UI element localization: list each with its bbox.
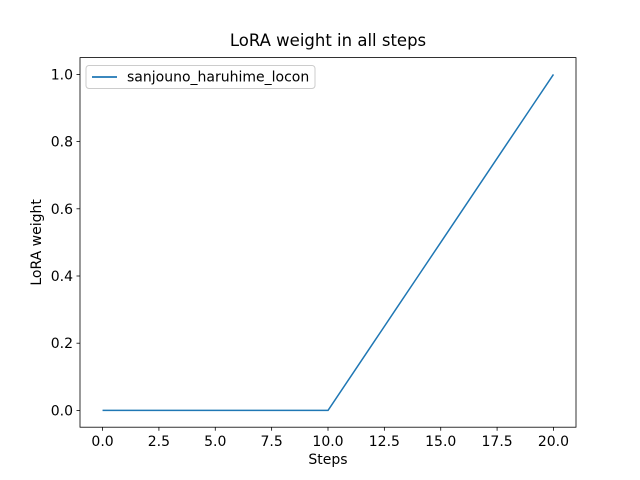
y-tick-label: 0.0 bbox=[51, 403, 73, 419]
chart-title: LoRA weight in all steps bbox=[230, 31, 426, 50]
x-tick-label: 2.5 bbox=[148, 434, 170, 450]
y-tick-label: 0.8 bbox=[51, 135, 73, 151]
axes-frame bbox=[79, 57, 577, 428]
series-line bbox=[102, 73, 555, 412]
x-tick-label: 5.0 bbox=[204, 434, 226, 450]
x-tick-label: 0.0 bbox=[91, 434, 113, 450]
y-axis-label: LoRA weight bbox=[29, 199, 45, 286]
y-tick-label: 0.6 bbox=[51, 202, 73, 218]
y-axis: 0.0 0.2 0.4 0.6 0.8 1.0 bbox=[51, 67, 80, 419]
x-tick-label: 10.0 bbox=[312, 434, 343, 450]
plot-area bbox=[79, 57, 577, 428]
series-line-group bbox=[102, 73, 555, 412]
x-tick-label: 12.5 bbox=[369, 434, 400, 450]
legend-label: sanjouno_haruhime_locon bbox=[127, 70, 309, 86]
x-tick-label: 20.0 bbox=[538, 434, 569, 450]
x-axis-label: Steps bbox=[308, 452, 347, 468]
x-axis: 0.0 2.5 5.0 7.5 10.0 12.5 15.0 17.5 20.0 bbox=[91, 427, 569, 450]
y-tick-label: 1.0 bbox=[51, 67, 73, 83]
x-tick-label: 7.5 bbox=[261, 434, 283, 450]
y-tick-label: 0.4 bbox=[51, 269, 73, 285]
x-tick-label: 15.0 bbox=[425, 434, 456, 450]
x-tick-label: 17.5 bbox=[482, 434, 513, 450]
y-tick-label: 0.2 bbox=[51, 336, 73, 352]
legend: sanjouno_haruhime_locon bbox=[85, 65, 316, 89]
legend-box bbox=[85, 65, 316, 89]
